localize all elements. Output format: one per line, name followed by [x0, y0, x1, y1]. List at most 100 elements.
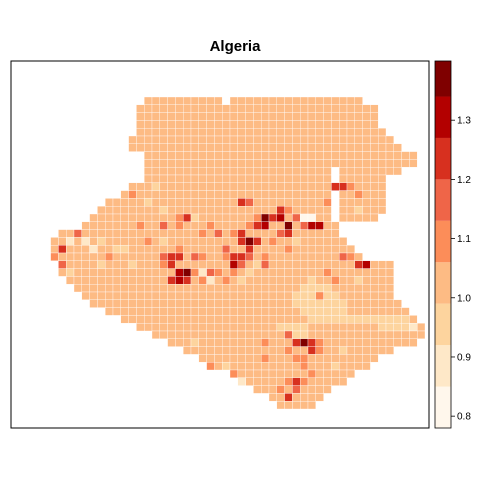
heatmap-cell	[385, 330, 394, 339]
heatmap-cell	[214, 284, 223, 293]
heatmap-cell	[315, 112, 324, 121]
heatmap-cell	[339, 346, 348, 355]
heatmap-cell	[206, 299, 215, 308]
heatmap-cell	[214, 174, 223, 183]
heatmap-cell	[198, 167, 207, 176]
heatmap-cell	[229, 198, 238, 207]
heatmap-cell	[198, 291, 207, 300]
heatmap-cell	[144, 104, 153, 113]
heatmap-cell	[175, 120, 184, 129]
heatmap-cell	[237, 284, 246, 293]
heatmap-cell	[175, 135, 184, 144]
heatmap-cell	[222, 315, 231, 324]
heatmap-cell	[237, 213, 246, 222]
heatmap-cell	[284, 393, 293, 402]
heatmap-cell	[151, 128, 160, 137]
heatmap-cell	[292, 307, 301, 316]
heatmap-cell	[409, 323, 418, 332]
heatmap-cell	[73, 245, 82, 254]
heatmap-cell	[136, 299, 145, 308]
heatmap-cell	[401, 307, 410, 316]
heatmap-cell	[331, 369, 340, 378]
heatmap-cell	[253, 299, 262, 308]
heatmap-cell	[229, 330, 238, 339]
heatmap-cell	[339, 198, 348, 207]
heatmap-cell	[190, 221, 199, 230]
heatmap-cell	[120, 252, 129, 261]
heatmap-cell	[284, 237, 293, 246]
heatmap-cell	[284, 128, 293, 137]
heatmap-cell	[323, 346, 332, 355]
heatmap-cell	[175, 252, 184, 261]
heatmap-cell	[315, 213, 324, 222]
heatmap-cell	[253, 143, 262, 152]
heatmap-cell	[292, 151, 301, 160]
heatmap-cell	[315, 307, 324, 316]
heatmap-cell	[151, 213, 160, 222]
heatmap-cell	[331, 237, 340, 246]
heatmap-cell	[81, 291, 90, 300]
heatmap-cell	[229, 182, 238, 191]
heatmap-cell	[198, 174, 207, 183]
heatmap-cell	[237, 299, 246, 308]
heatmap-cell	[190, 96, 199, 105]
heatmap-cell	[144, 276, 153, 285]
heatmap-cell	[245, 237, 254, 246]
heatmap-cell	[346, 135, 355, 144]
heatmap-cell	[323, 237, 332, 246]
heatmap-cell	[284, 346, 293, 355]
heatmap-cell	[268, 377, 277, 386]
heatmap-cell	[354, 307, 363, 316]
heatmap-cell	[97, 291, 106, 300]
heatmap-cell	[237, 190, 246, 199]
heatmap-cell	[112, 237, 121, 246]
heatmap-cell	[112, 229, 121, 238]
heatmap-cell	[198, 190, 207, 199]
heatmap-cell	[401, 330, 410, 339]
heatmap-cell	[385, 268, 394, 277]
heatmap-cell	[378, 174, 387, 183]
heatmap-cell	[198, 96, 207, 105]
heatmap-cell	[331, 104, 340, 113]
heatmap-cell	[339, 276, 348, 285]
heatmap-cell	[284, 206, 293, 215]
heatmap-cell	[159, 135, 168, 144]
heatmap-cell	[339, 151, 348, 160]
heatmap-cell	[362, 190, 371, 199]
heatmap-cell	[378, 198, 387, 207]
heatmap-cell	[385, 135, 394, 144]
heatmap-cell	[284, 135, 293, 144]
heatmap-cell	[315, 167, 324, 176]
heatmap-cell	[307, 174, 316, 183]
heatmap-cell	[362, 284, 371, 293]
heatmap-cell	[292, 213, 301, 222]
heatmap-cell	[346, 174, 355, 183]
heatmap-cell	[292, 229, 301, 238]
heatmap-cell	[331, 135, 340, 144]
heatmap-cell	[183, 143, 192, 152]
heatmap-cell	[276, 354, 285, 363]
heatmap-cell	[354, 151, 363, 160]
heatmap-cell	[307, 268, 316, 277]
heatmap-cell	[245, 338, 254, 347]
heatmap-cell	[159, 167, 168, 176]
heatmap-cell	[370, 174, 379, 183]
heatmap-cell	[136, 315, 145, 324]
heatmap-cell	[190, 307, 199, 316]
heatmap-cell	[261, 291, 270, 300]
heatmap-cell	[175, 291, 184, 300]
heatmap-cell	[385, 276, 394, 285]
heatmap-cell	[261, 362, 270, 371]
heatmap-cell	[339, 128, 348, 137]
heatmap-cell	[276, 252, 285, 261]
heatmap-cell	[292, 291, 301, 300]
heatmap-cell	[206, 135, 215, 144]
heatmap-cell	[58, 229, 67, 238]
heatmap-cell	[362, 354, 371, 363]
heatmap-cell	[261, 143, 270, 152]
heatmap-cell	[346, 190, 355, 199]
heatmap-cell	[370, 143, 379, 152]
heatmap-cell	[206, 252, 215, 261]
heatmap-cell	[97, 213, 106, 222]
heatmap-cell	[417, 330, 426, 339]
